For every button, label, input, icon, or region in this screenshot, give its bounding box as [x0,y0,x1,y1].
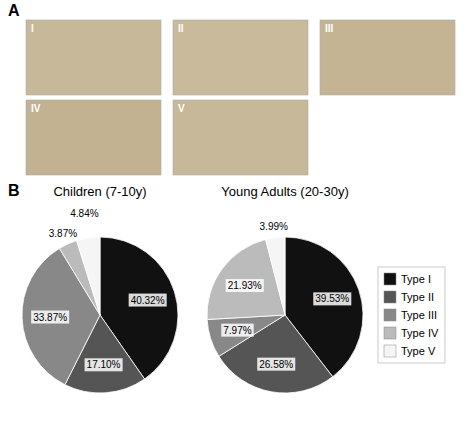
data-label: 26.58% [259,359,293,370]
image-box [320,20,455,95]
data-label-group: 40.32% [129,294,167,307]
image-label: I [31,23,34,34]
data-label-group: 39.53% [313,292,351,305]
data-label: 33.87% [33,312,67,323]
legend-entry: Type V [401,345,436,357]
data-label-box [313,292,351,305]
legend: Type I Type II Type III Type IV Type V [378,267,445,363]
data-label-group: 4.84% [68,207,100,220]
data-label-group: 17.10% [85,358,123,371]
chart-title: Young Adults (20-30y) [221,184,348,199]
data-label: 40.32% [131,295,165,306]
data-label: 39.53% [315,293,349,304]
data-label: 17.10% [87,359,121,370]
data-label-box [31,311,69,324]
legend-swatch [384,327,396,339]
data-label-group: 3.99% [258,220,290,233]
data-label: 21.93% [228,280,262,291]
data-label-box [258,220,290,233]
data-label-box [221,324,253,337]
legend-swatch [384,309,396,321]
pie-slice [219,315,333,393]
legend-entry: Type IV [401,327,439,339]
data-label-group: 26.58% [257,358,295,371]
legend-swatch [384,291,396,303]
image-box [26,100,161,175]
data-label: 3.99% [260,221,288,232]
image-grid: AIIIIIIIVV [8,2,455,175]
data-label-box [257,358,295,371]
data-labels: 39.53% 26.58% 7.97% 21.93% 3.99% [221,220,351,371]
legend-swatch [384,273,396,285]
data-label-box [68,207,100,220]
chart-title: Children (7-10y) [53,184,146,199]
pie-slice [77,237,100,315]
data-label: 3.87% [49,228,77,239]
data-labels: 40.32% 17.10% 33.87% 3.87% 4.84% [31,207,167,372]
image-box [173,20,308,95]
slices [22,237,178,393]
pie-slice [207,315,285,356]
image-box [26,20,161,95]
legend-frame [378,267,445,363]
data-label-group: 7.97% [221,324,253,337]
figure: AIIIIIIIVVBChildren (7-10y)40.32%17.10%3… [0,0,474,430]
legend-entry: Type II [401,291,434,303]
image-box [173,100,308,175]
data-label: 7.97% [223,325,251,336]
image-label: II [178,23,184,34]
pie-chart: Young Adults (20-30y) 39.53% 26.58% 7.97% 21… [207,184,363,393]
section-label: B [8,182,20,199]
slices [207,237,363,393]
data-label-group: 3.87% [47,227,79,240]
data-label: 4.84% [70,208,98,219]
pie-chart: B Children (7-10y) 40.32% 17.10% 33.87% 3.87%… [8,182,178,393]
pie-slice [266,237,285,315]
data-label-group: 33.87% [31,311,69,324]
legend-entry: Type III [401,309,437,321]
section-label: A [8,2,20,19]
image-label: V [178,103,185,114]
data-label-box [129,294,167,307]
data-label-box [226,279,264,292]
data-label-group: 21.93% [226,279,264,292]
image-label: IV [31,103,41,114]
legend-swatch [384,345,396,357]
legend-entry: Type I [401,273,431,285]
data-label-box [47,227,79,240]
data-label-box [85,358,123,371]
image-label: III [325,23,334,34]
